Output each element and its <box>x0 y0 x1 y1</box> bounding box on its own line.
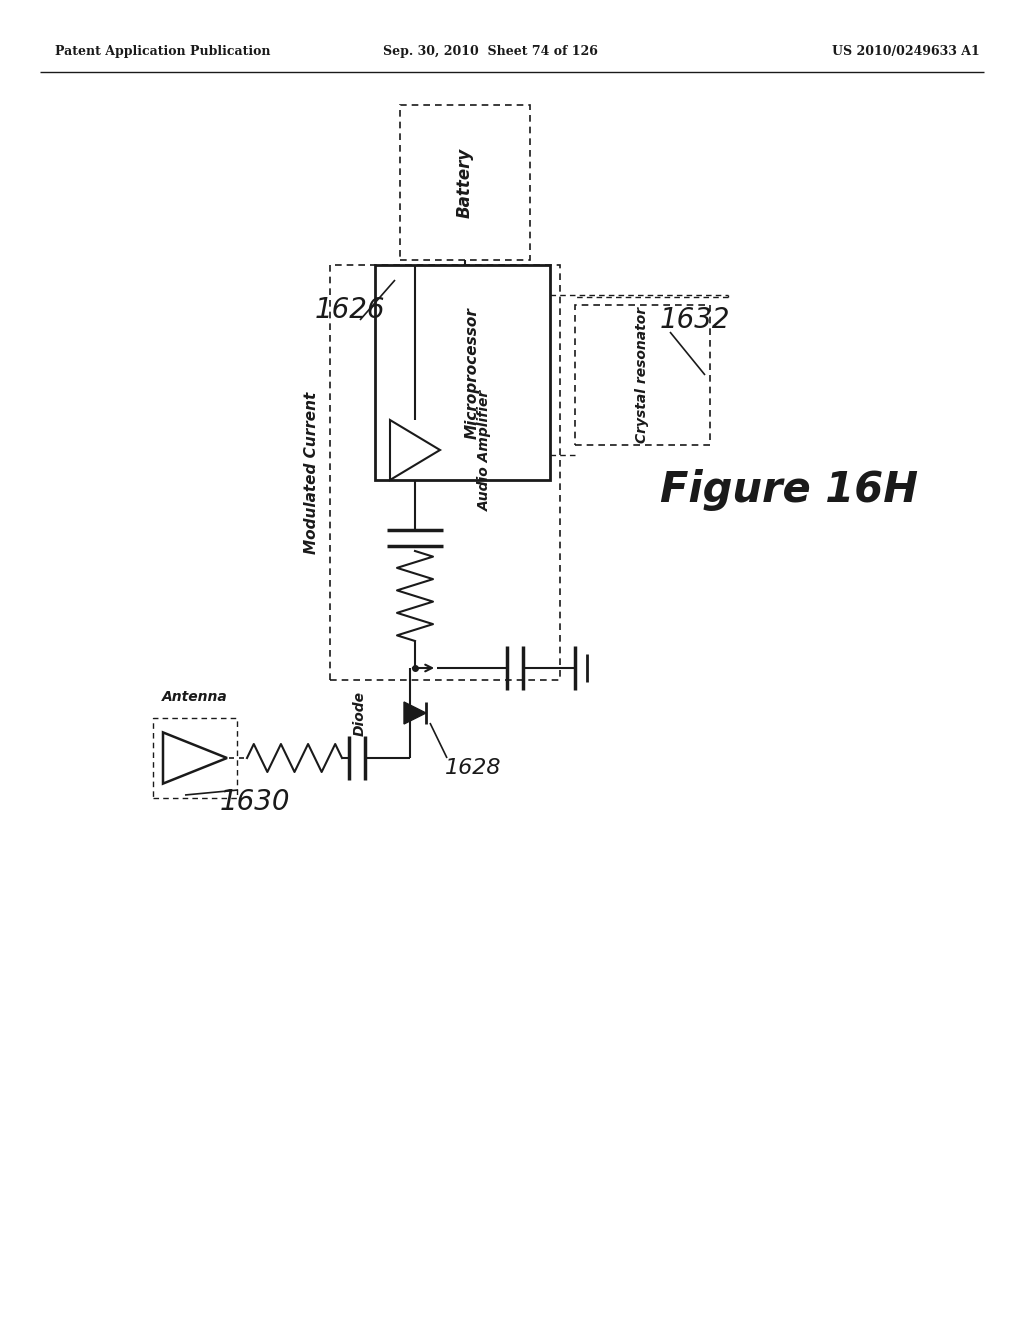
Text: Diode: Diode <box>353 690 367 735</box>
Text: Battery: Battery <box>456 148 474 218</box>
Bar <box>375 265 550 480</box>
Text: 1628: 1628 <box>445 758 502 777</box>
Text: Patent Application Publication: Patent Application Publication <box>55 45 270 58</box>
Text: Figure 16H: Figure 16H <box>660 469 919 511</box>
Text: Modulated Current: Modulated Current <box>304 392 319 554</box>
Bar <box>575 305 710 445</box>
Polygon shape <box>404 702 426 723</box>
Text: US 2010/0249633 A1: US 2010/0249633 A1 <box>833 45 980 58</box>
Bar <box>153 718 237 799</box>
Text: 1630: 1630 <box>220 788 291 816</box>
Text: 1632: 1632 <box>660 306 730 334</box>
Text: Antenna: Antenna <box>162 690 228 704</box>
Text: 1626: 1626 <box>315 296 385 323</box>
Text: Sep. 30, 2010  Sheet 74 of 126: Sep. 30, 2010 Sheet 74 of 126 <box>383 45 597 58</box>
Text: Audio Amplifier: Audio Amplifier <box>478 389 492 511</box>
Bar <box>400 106 530 260</box>
Text: Microprocessor: Microprocessor <box>465 308 479 440</box>
Text: Crystal resonator: Crystal resonator <box>635 308 649 444</box>
Bar <box>330 265 560 680</box>
